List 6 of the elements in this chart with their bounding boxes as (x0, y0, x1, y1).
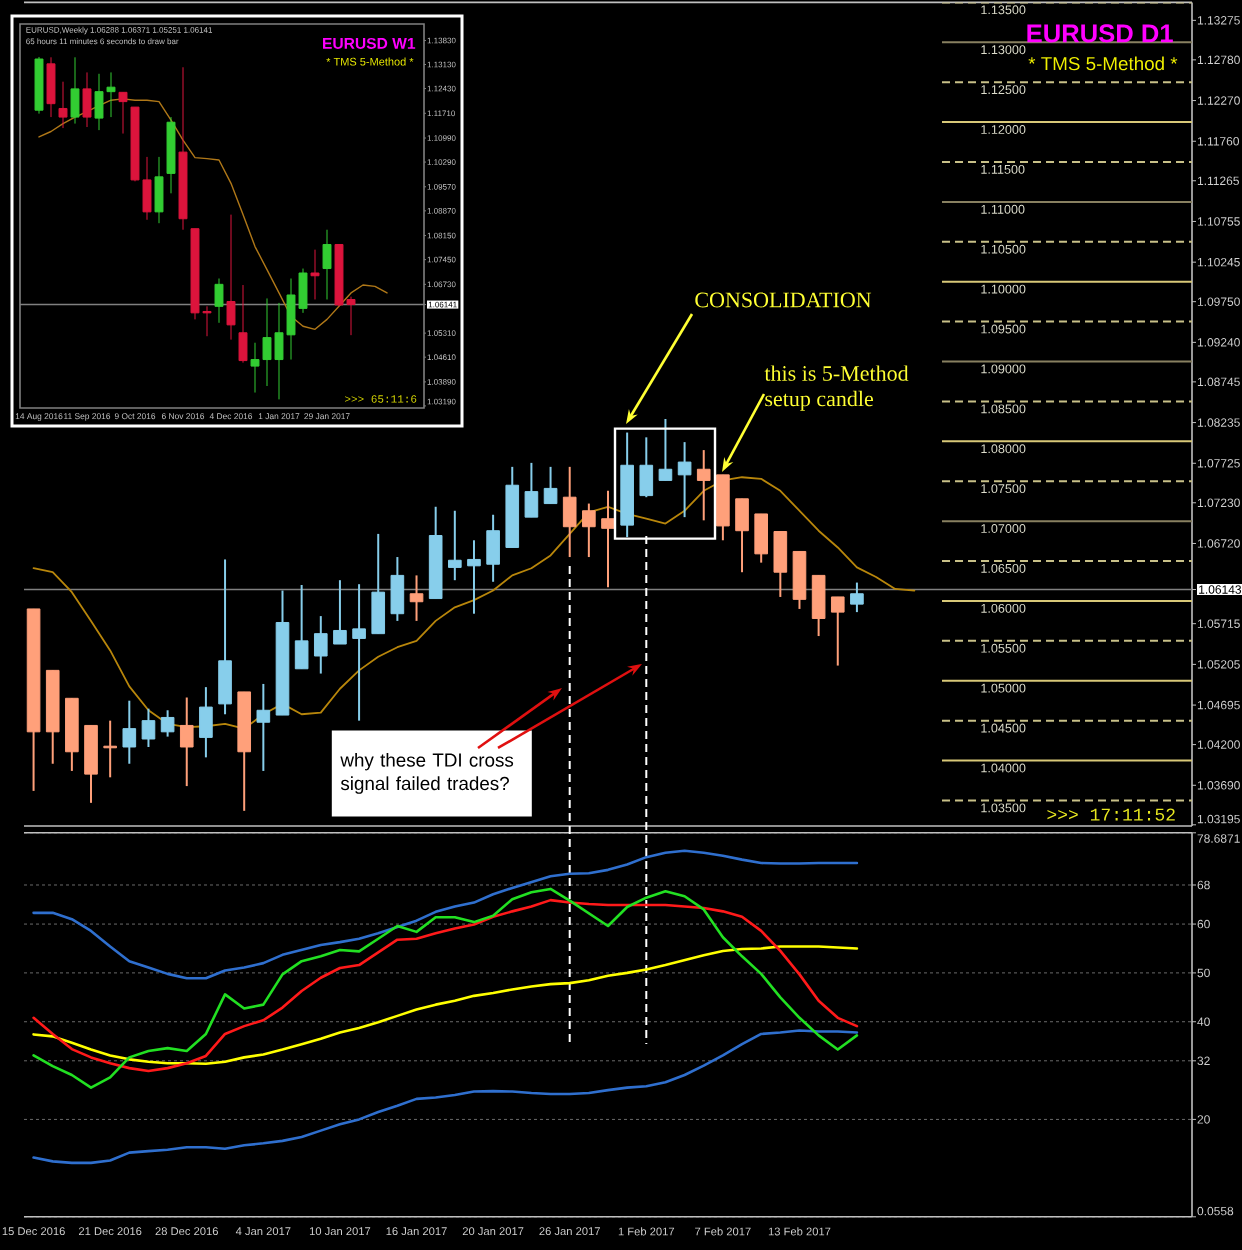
text: EURUSD D1 (1027, 24, 1173, 43)
annotation: >>> 17:11:52 (1047, 808, 1175, 821)
annotation: why these TDI cross signal failed trades? (340, 752, 514, 794)
annotation: CONSOLIDATION (695, 292, 872, 308)
text: * TMS 5-Method * (1028, 56, 1178, 71)
annotation: this is 5-Method setup candle (764, 365, 909, 411)
